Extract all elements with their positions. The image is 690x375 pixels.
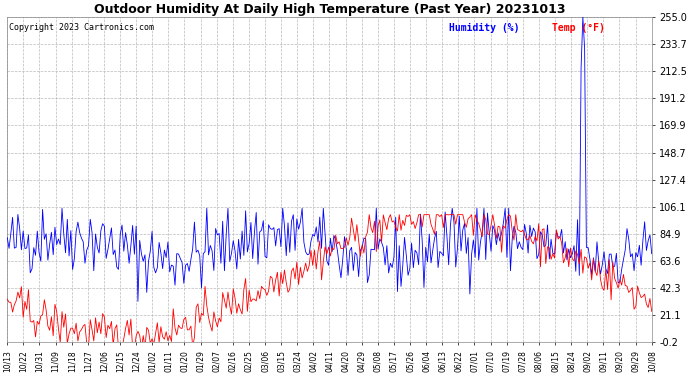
Title: Outdoor Humidity At Daily High Temperature (Past Year) 20231013: Outdoor Humidity At Daily High Temperatu… (94, 3, 565, 16)
Text: Temp (°F): Temp (°F) (552, 24, 604, 33)
Text: Humidity (%): Humidity (%) (448, 24, 519, 33)
Text: Copyright 2023 Cartronics.com: Copyright 2023 Cartronics.com (8, 24, 154, 33)
